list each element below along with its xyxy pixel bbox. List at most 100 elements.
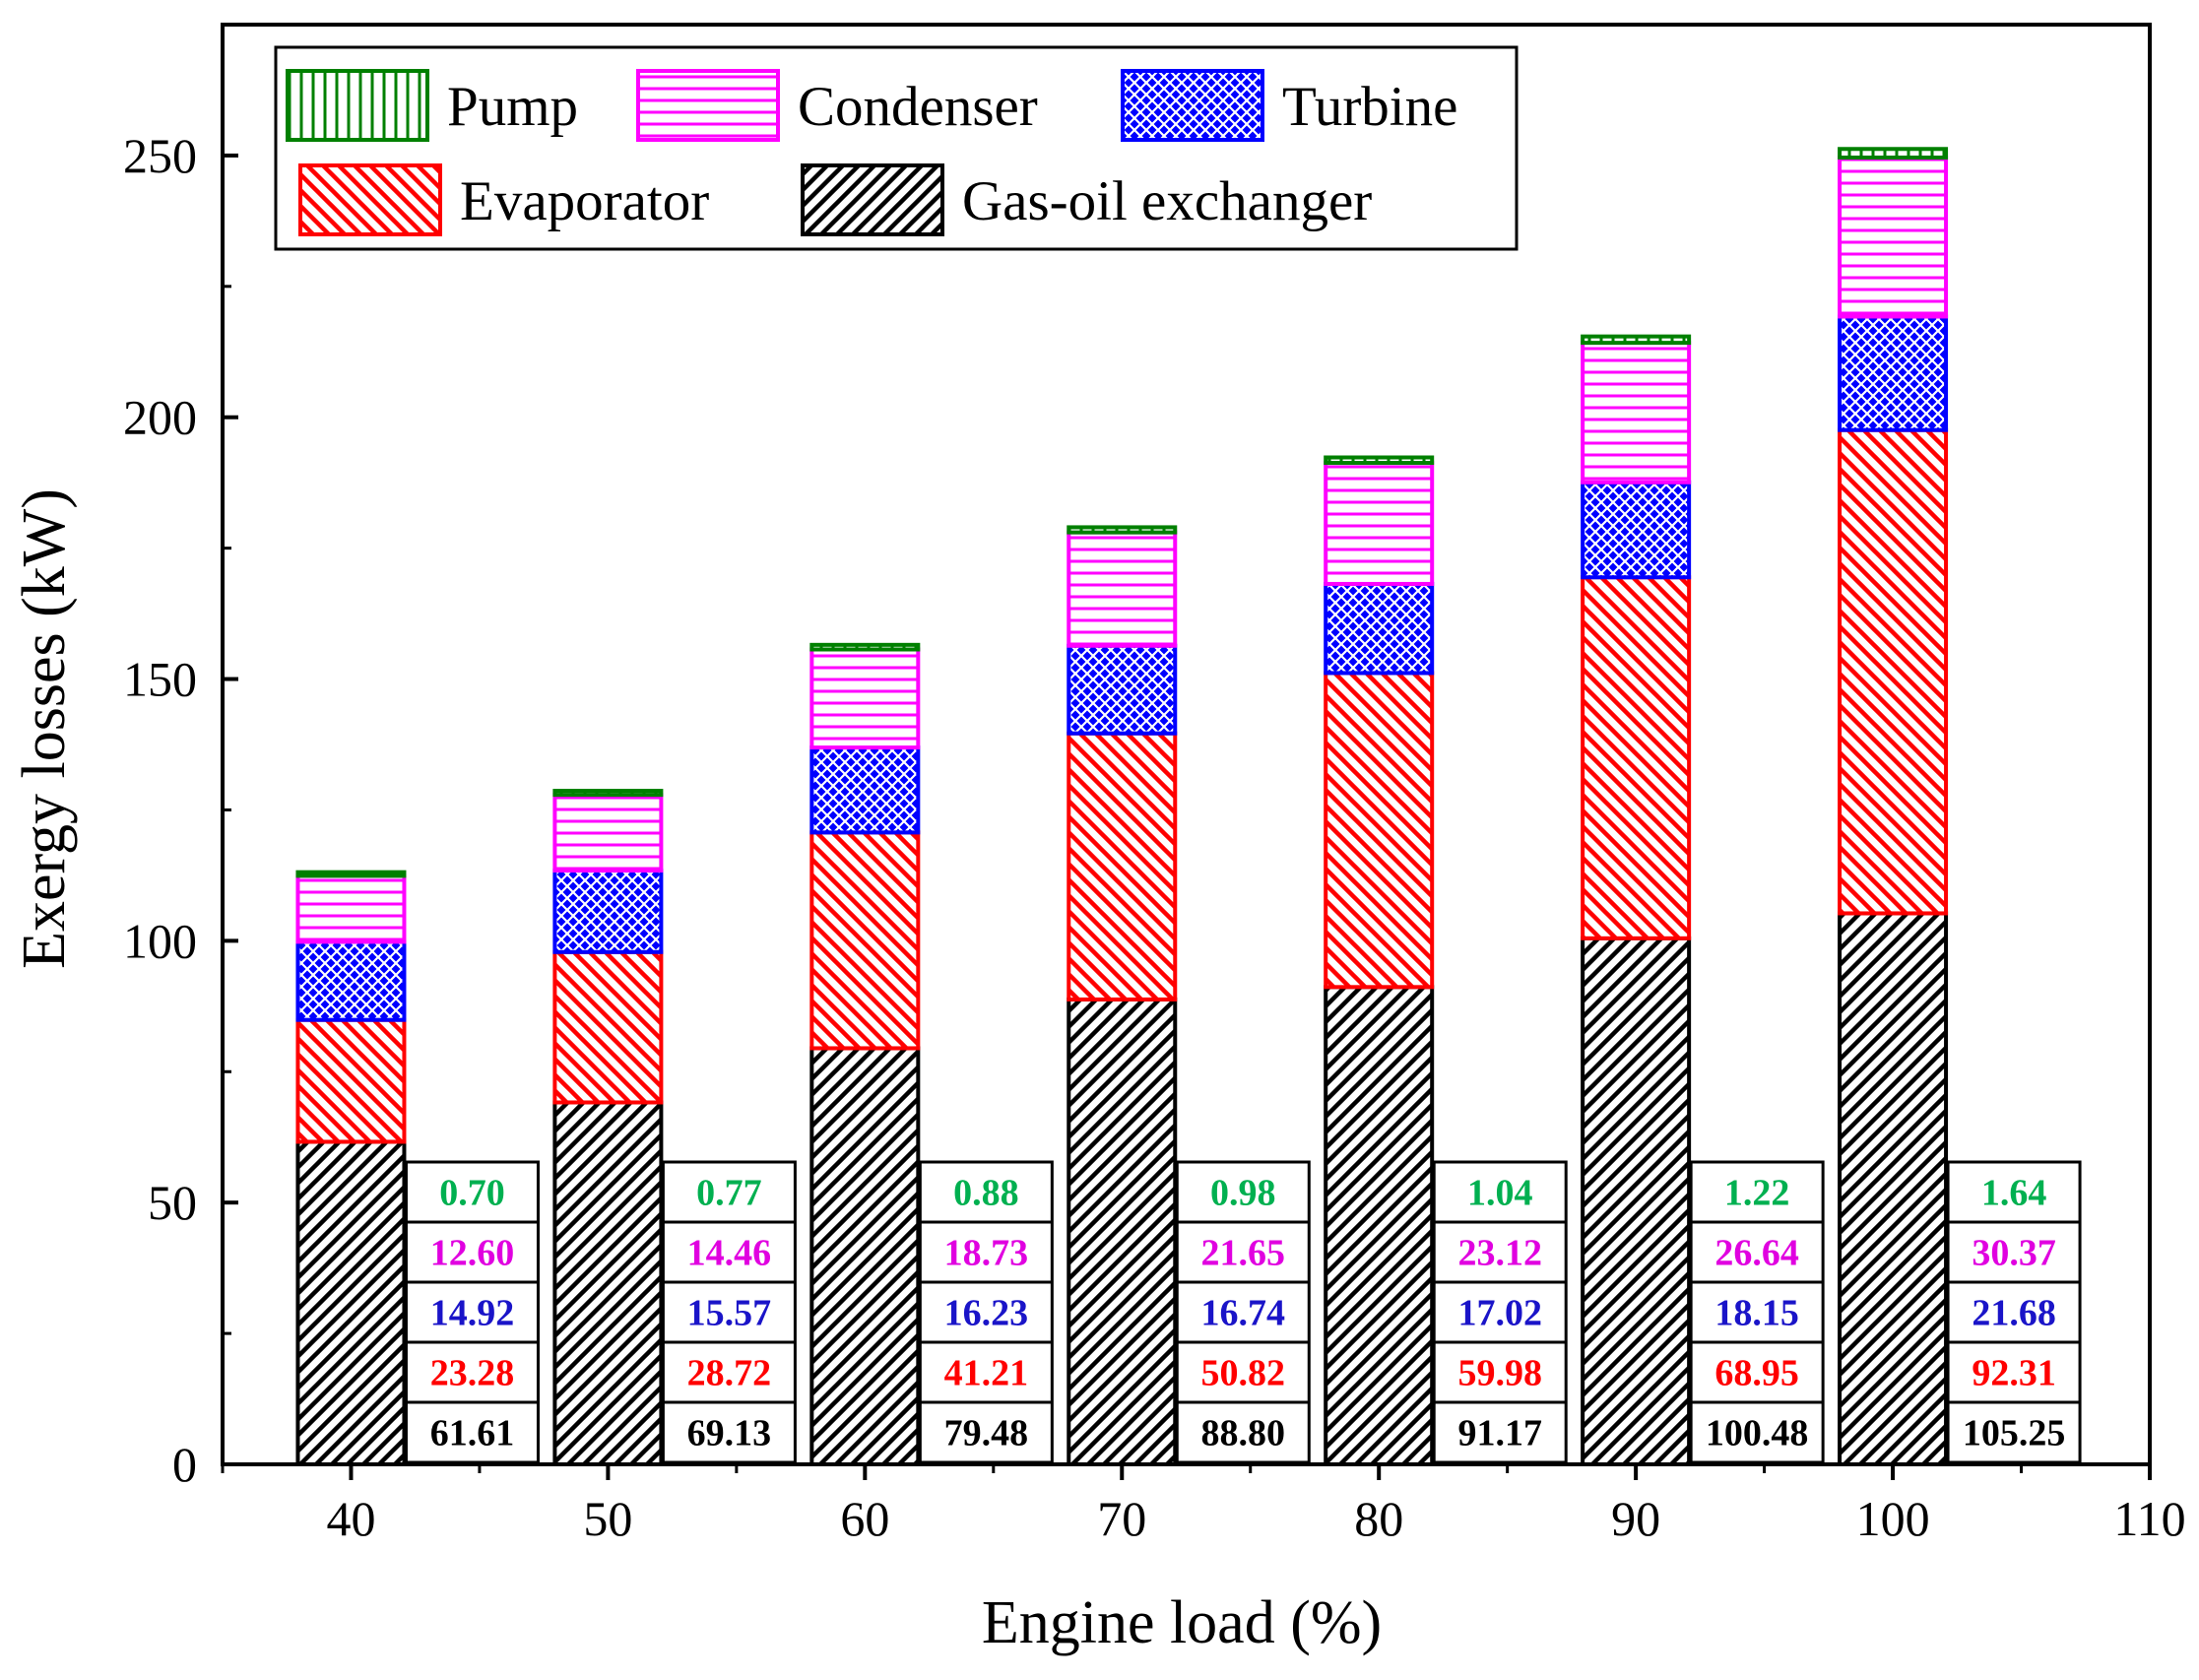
value-box-60: 0.88 18.73 16.23 41.21 79.48 (918, 1160, 1054, 1464)
bar-evaporator-40 (295, 1017, 407, 1144)
axes: 0 50 100 150 200 250 40 50 60 70 80 90 100 110 (123, 128, 2186, 1546)
value-box-frame (918, 1160, 1054, 1464)
value-label-turbine-50: 15.57 (687, 1293, 772, 1334)
bar-gas-oil-exchanger-40 (295, 1139, 407, 1467)
value-label-evaporator-90: 68.95 (1714, 1353, 1799, 1394)
bar-evaporator-60 (809, 830, 921, 1051)
x-tick-label-110: 110 (2113, 1491, 2185, 1546)
bar-condenser-90 (1581, 341, 1692, 485)
y-axis-title: Exergy losses (kW) (11, 488, 78, 969)
bar-gas-oil-exchanger-80 (1324, 985, 1435, 1466)
bar-gas-oil-exchanger-90 (1581, 936, 1692, 1466)
value-label-turbine-80: 17.02 (1457, 1293, 1542, 1334)
bar-pump-40 (295, 870, 407, 878)
legend-item-pump: Pump (286, 69, 578, 142)
bar-evaporator-100 (1838, 427, 1949, 916)
bar-turbine-90 (1581, 480, 1692, 580)
value-label-pump-100: 1.64 (1981, 1173, 2047, 1214)
bar-turbine-40 (295, 939, 407, 1022)
plot-area-frame (221, 23, 2152, 1466)
bar-gas-oil-exchanger-100 (1838, 911, 1949, 1466)
y-tick-label-0: 0 (172, 1437, 197, 1492)
value-label-pump-90: 1.22 (1724, 1173, 1790, 1214)
bar-pump-70 (1067, 525, 1178, 535)
value-label-evaporator-50: 28.72 (687, 1353, 772, 1394)
legend-swatch-pump (286, 69, 429, 142)
value-box-frame (661, 1160, 797, 1464)
value-box-80: 1.04 23.12 17.02 59.98 91.17 (1432, 1160, 1568, 1464)
value-label-condenser-50: 14.46 (687, 1233, 772, 1274)
bar-pump-80 (1324, 455, 1435, 466)
legend-item-evaporator: Evaporator (298, 163, 709, 236)
bar-turbine-50 (552, 869, 664, 954)
legend-item-turbine: Turbine (1121, 69, 1457, 142)
x-tick-label-60: 60 (840, 1491, 889, 1546)
bar-pump-100 (1838, 147, 1949, 160)
value-label-gas-oil-exchanger-90: 100.48 (1706, 1413, 1809, 1454)
value-label-evaporator-100: 92.31 (1972, 1353, 2056, 1394)
value-label-gas-oil-exchanger-50: 69.13 (687, 1413, 772, 1454)
bar-condenser-100 (1838, 155, 1949, 319)
bar-evaporator-50 (552, 949, 664, 1105)
bar-gas-oil-exchanger-50 (552, 1100, 664, 1466)
legend-swatch-turbine (1121, 69, 1264, 142)
bar-turbine-70 (1067, 643, 1178, 736)
stacked-bars (295, 147, 1949, 1467)
legend-item-gas-oil-exchanger: Gas-oil exchanger (801, 163, 1372, 236)
legend-item-condenser: Condenser (636, 69, 1038, 142)
y-tick-label-250: 250 (123, 128, 197, 183)
y-tick-label-100: 100 (123, 913, 197, 968)
bar-condenser-40 (295, 873, 407, 944)
value-label-boxes: 0.70 12.60 14.92 23.28 61.61 0.77 14.46 15.57 28… (404, 1160, 2082, 1464)
value-box-50: 0.77 14.46 15.57 28.72 69.13 (661, 1160, 797, 1464)
bar-evaporator-80 (1324, 671, 1435, 990)
value-label-evaporator-40: 23.28 (430, 1353, 515, 1394)
value-label-turbine-90: 18.15 (1714, 1293, 1799, 1334)
y-tick-label-200: 200 (123, 390, 197, 445)
value-label-pump-50: 0.77 (696, 1173, 762, 1214)
bar-condenser-80 (1324, 461, 1435, 586)
x-tick-label-100: 100 (1856, 1491, 1930, 1546)
value-label-condenser-70: 21.65 (1201, 1233, 1286, 1274)
value-box-frame (1946, 1160, 2082, 1464)
value-label-condenser-40: 12.60 (430, 1233, 515, 1274)
legend-label-condenser: Condenser (798, 76, 1038, 138)
legend-label-evaporator: Evaporator (460, 170, 709, 232)
legend-swatch-condenser (636, 69, 780, 142)
value-label-condenser-60: 18.73 (944, 1233, 1029, 1274)
bar-condenser-60 (809, 647, 921, 750)
value-label-turbine-100: 21.68 (1972, 1293, 2056, 1334)
value-label-gas-oil-exchanger-70: 88.80 (1201, 1413, 1286, 1454)
legend-label-gas-oil-exchanger: Gas-oil exchanger (962, 170, 1372, 232)
legend-label-pump: Pump (447, 76, 578, 138)
x-tick-label-50: 50 (583, 1491, 632, 1546)
bar-condenser-70 (1067, 530, 1178, 648)
value-box-90: 1.22 26.64 18.15 68.95 100.48 (1689, 1160, 1825, 1464)
value-box-40: 0.70 12.60 14.92 23.28 61.61 (404, 1160, 540, 1464)
value-box-70: 0.98 21.65 16.74 50.82 88.80 (1175, 1160, 1311, 1464)
value-label-evaporator-80: 59.98 (1457, 1353, 1542, 1394)
bar-pump-50 (552, 789, 664, 798)
value-box-frame (1432, 1160, 1568, 1464)
bar-pump-60 (809, 642, 921, 652)
value-box-frame (1175, 1160, 1311, 1464)
value-label-evaporator-60: 41.21 (944, 1353, 1029, 1394)
bar-gas-oil-exchanger-60 (809, 1046, 921, 1467)
value-label-turbine-60: 16.23 (944, 1293, 1029, 1334)
bar-condenser-50 (552, 793, 664, 873)
legend-swatch-evaporator (298, 163, 442, 236)
value-label-condenser-90: 26.64 (1714, 1233, 1799, 1274)
value-label-turbine-70: 16.74 (1201, 1293, 1286, 1334)
y-tick-label-50: 50 (148, 1175, 197, 1230)
value-box-100: 1.64 30.37 21.68 92.31 105.25 (1946, 1160, 2082, 1464)
bar-turbine-60 (809, 745, 921, 835)
value-label-pump-80: 1.04 (1467, 1173, 1533, 1214)
bar-evaporator-70 (1067, 731, 1178, 1002)
value-label-gas-oil-exchanger-100: 105.25 (1963, 1413, 2066, 1454)
bar-turbine-100 (1838, 314, 1949, 432)
bar-pump-90 (1581, 334, 1692, 346)
value-label-condenser-100: 30.37 (1972, 1233, 2056, 1274)
x-tick-label-90: 90 (1611, 1491, 1660, 1546)
legend-label-turbine: Turbine (1282, 76, 1457, 138)
